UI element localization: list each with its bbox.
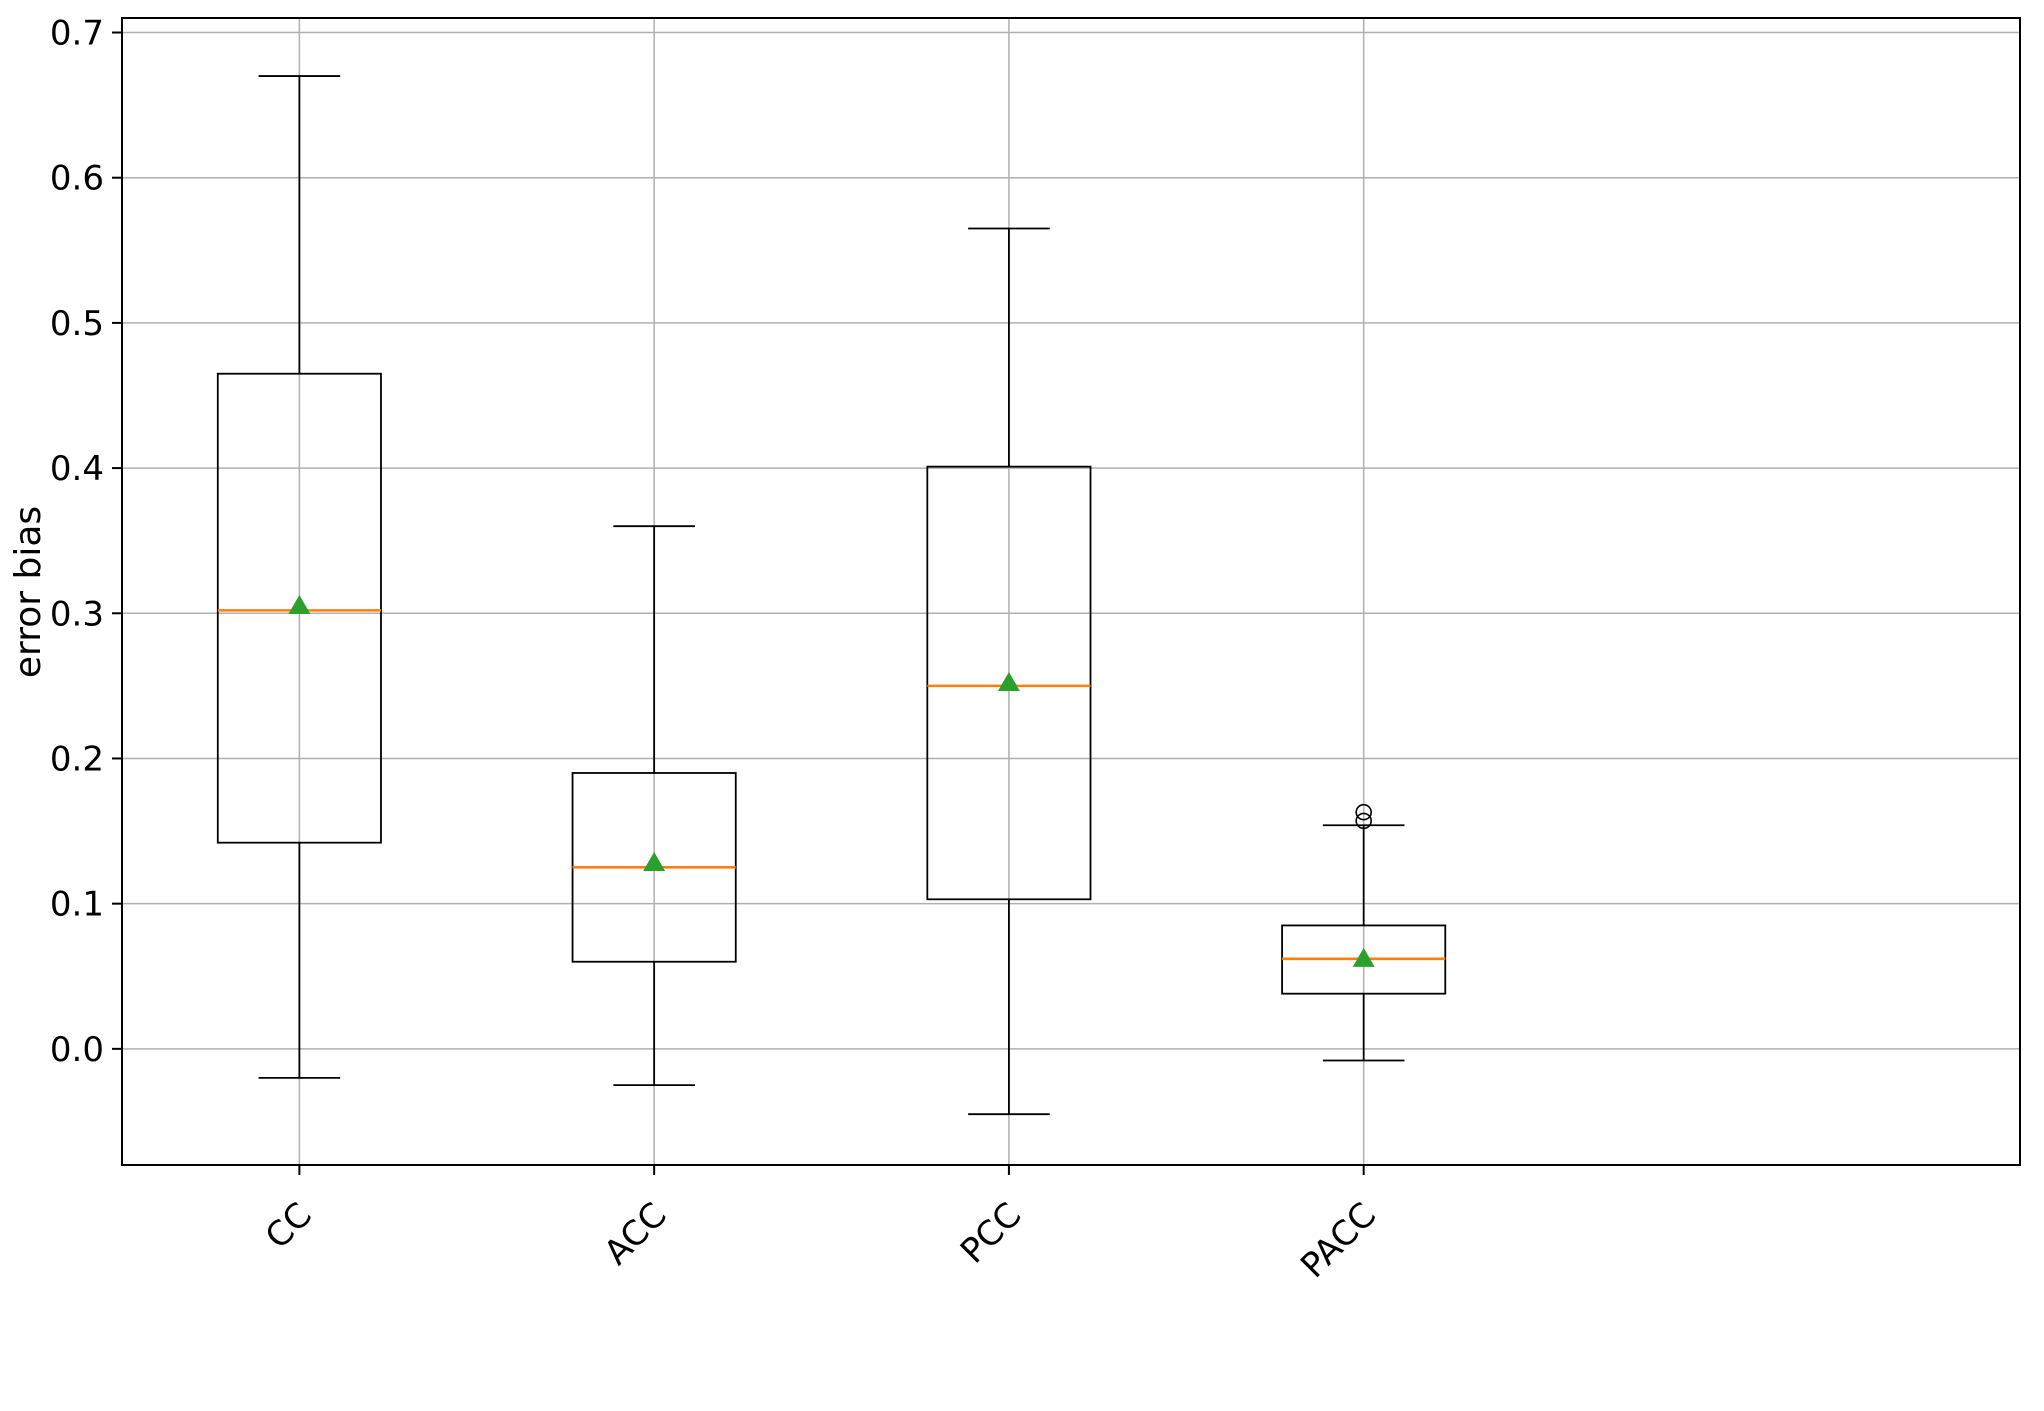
y-tick-label: 0.7 [50,14,104,54]
y-tick-label: 0.5 [50,304,104,344]
y-tick-label: 0.6 [50,159,104,199]
box-PCC [926,465,1092,901]
box-CC [216,372,382,844]
y-tick-label: 0.0 [50,1030,104,1070]
y-axis-label: error bias [8,506,49,678]
y-tick-label: 0.3 [50,594,104,634]
outlier-PACC [1355,803,1372,821]
mean-marker-CC [288,595,311,615]
mean-marker-ACC [643,852,666,872]
mean-marker-PCC [997,671,1020,691]
outlier-PACC [1355,812,1372,830]
y-tick-label: 0.4 [50,449,104,489]
y-tick-label: 0.2 [50,739,104,779]
mean-marker-PACC [1352,947,1375,967]
axes-frame [121,17,2021,1166]
y-tick-label: 0.1 [50,885,104,925]
